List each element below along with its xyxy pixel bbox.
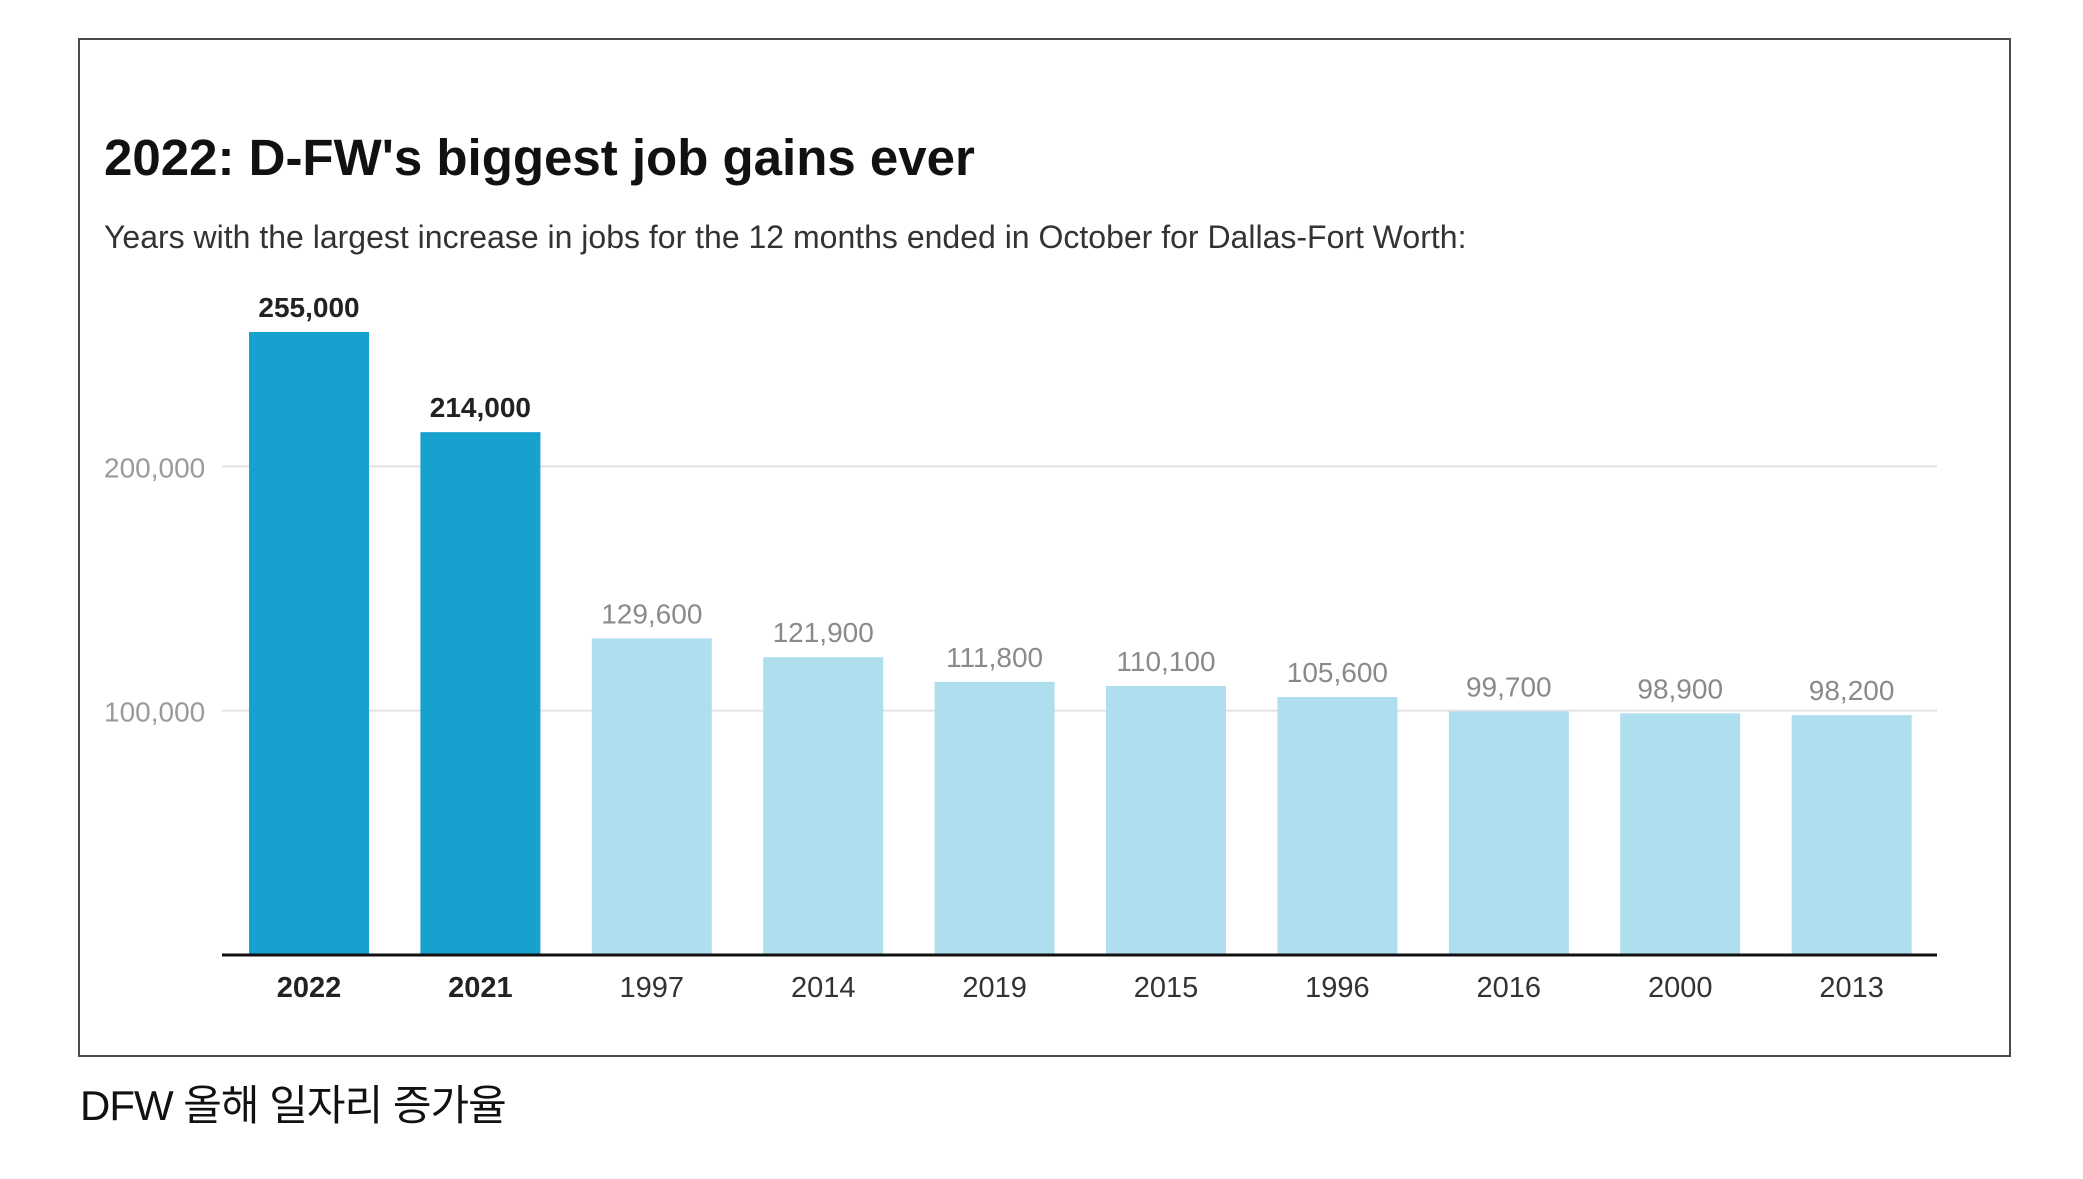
- bar: [1791, 715, 1912, 955]
- bar-value-label: 98,900: [1637, 673, 1723, 704]
- bar-value-label: 99,700: [1466, 671, 1552, 702]
- bar-value-label: 214,000: [430, 392, 531, 423]
- bar: [591, 638, 712, 955]
- bar-value-label: 98,200: [1809, 675, 1895, 706]
- x-tick-label: 2014: [791, 972, 856, 1004]
- x-tick-label: 2022: [277, 972, 342, 1004]
- bar-value-label: 105,600: [1287, 657, 1388, 688]
- bar: [1106, 686, 1226, 955]
- bar: [1277, 697, 1398, 955]
- x-tick-label: 2019: [962, 972, 1027, 1004]
- x-tick-label: 2013: [1819, 972, 1884, 1004]
- bar: [249, 332, 369, 955]
- bar: [1448, 711, 1569, 955]
- x-tick-label: 2015: [1134, 972, 1199, 1004]
- bar: [420, 432, 541, 955]
- bar-value-label: 110,100: [1116, 646, 1215, 677]
- x-tick-label: 2016: [1477, 972, 1542, 1004]
- image-caption: DFW 올해 일자리 증가율: [80, 1082, 507, 1129]
- chart-subtitle: Years with the largest increase in jobs …: [104, 219, 1467, 255]
- bar-value-label: 111,800: [946, 642, 1043, 673]
- chart-title: 2022: D-FW's biggest job gains ever: [104, 129, 975, 186]
- bar: [1620, 713, 1741, 955]
- x-tick-label: 1996: [1305, 972, 1370, 1004]
- x-tick-label: 2000: [1648, 972, 1713, 1004]
- y-tick-label: 200,000: [104, 452, 205, 483]
- x-tick-label: 1997: [620, 972, 685, 1004]
- bar-value-label: 129,600: [601, 598, 702, 629]
- bar: [763, 657, 884, 955]
- bar-value-label: 255,000: [258, 292, 359, 323]
- x-tick-label: 2021: [448, 972, 513, 1004]
- bar: [934, 681, 1055, 955]
- y-tick-label: 100,000: [104, 697, 205, 728]
- bar-chart: 100,000 200,000 255,000 2022 214,000 2021 129,…: [104, 292, 1937, 1004]
- bar-value-label: 121,900: [773, 617, 874, 648]
